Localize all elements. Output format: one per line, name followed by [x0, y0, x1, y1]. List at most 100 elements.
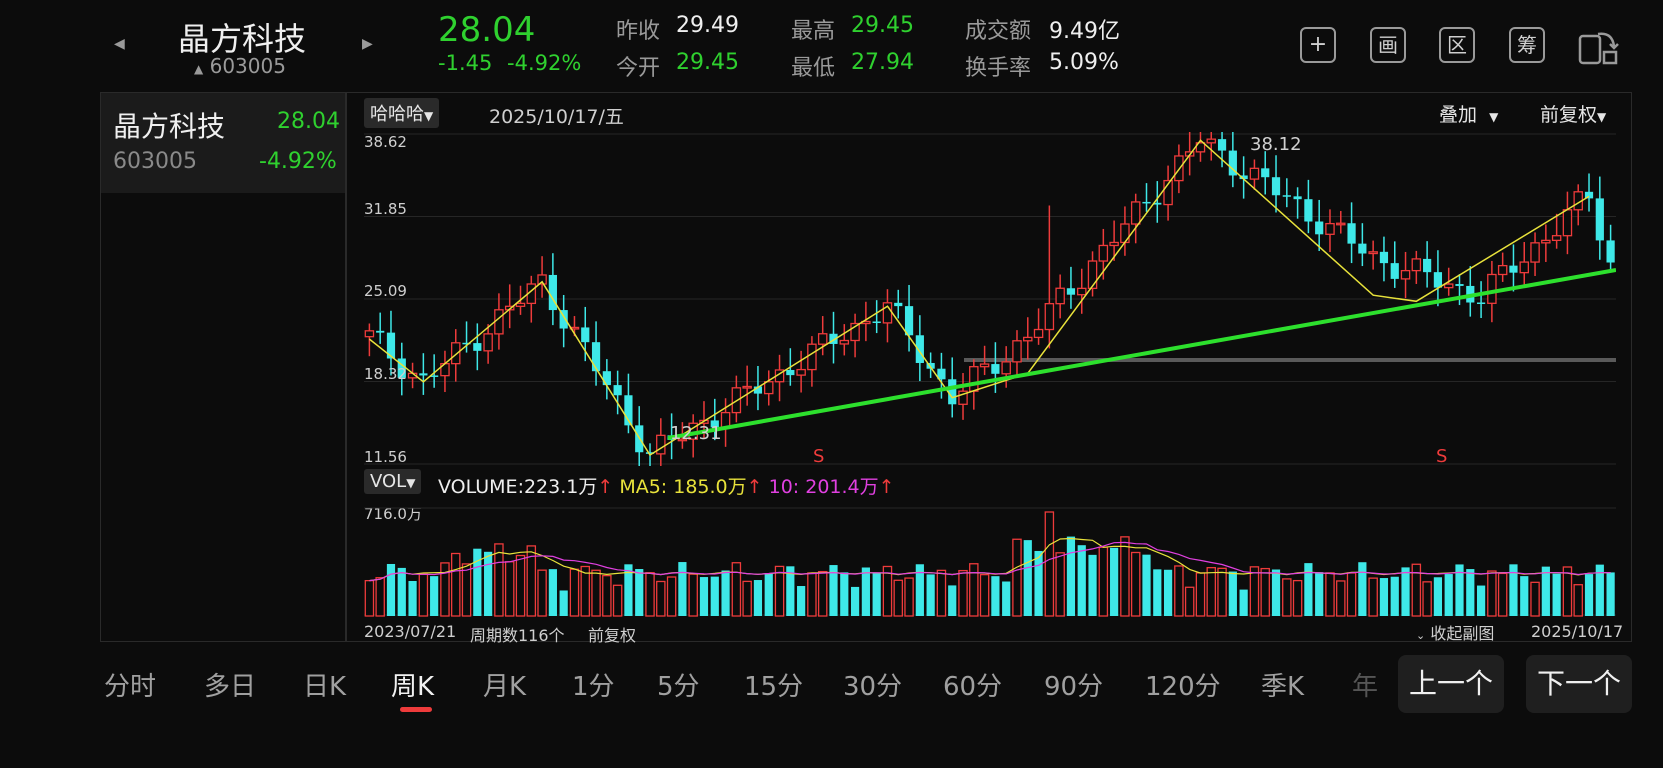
volume-bar — [1110, 547, 1119, 616]
candle-body — [462, 342, 471, 345]
candle-body — [515, 302, 526, 307]
candle-body — [1228, 150, 1237, 176]
volume-bar — [1098, 546, 1109, 617]
volume-bar — [440, 562, 450, 617]
rotate-screen-button[interactable] — [1576, 26, 1620, 66]
tab-5min[interactable]: 5分 — [657, 672, 700, 702]
candle-body — [796, 368, 806, 376]
kline-plot[interactable] — [364, 132, 1616, 466]
tab-1min[interactable]: 1分 — [572, 672, 615, 702]
volume-bar — [850, 586, 860, 616]
candle-body — [1595, 198, 1604, 241]
tab-monthly-k[interactable]: 月K — [483, 672, 527, 702]
add-watchlist-button[interactable]: + — [1300, 27, 1336, 63]
volume-bar — [1206, 567, 1217, 617]
prev-stock-button[interactable]: 上一个 — [1398, 655, 1504, 713]
candle-body — [1098, 244, 1109, 262]
volume-bar — [1120, 536, 1130, 617]
sub-indicator-selector[interactable]: VOL▼ — [364, 469, 422, 494]
candle-body — [1315, 221, 1324, 235]
volume-bar — [915, 564, 924, 616]
candlesticks — [364, 132, 1615, 466]
candle-body — [1487, 273, 1497, 304]
next-stock-arrow-icon[interactable]: ▶ — [362, 36, 373, 52]
candle-body — [364, 330, 375, 338]
volume-bar — [731, 562, 742, 617]
chip-distribution-button[interactable]: 筹 — [1509, 27, 1545, 63]
tab-15min[interactable]: 15分 — [744, 672, 804, 702]
candle-body — [624, 395, 633, 426]
volume-bar — [1002, 581, 1011, 616]
up-arrow-icon: ↑ — [746, 476, 763, 498]
tab-daily-k[interactable]: 日K — [303, 672, 347, 702]
stock-code: ▲ 603005 — [194, 54, 286, 78]
tab-weekly-k[interactable]: 周K — [391, 672, 435, 702]
volume-bar — [797, 586, 806, 616]
collapse-sub-chart-button[interactable]: ⌄ 收起副图 — [1416, 620, 1494, 644]
tab-60min[interactable]: 60分 — [943, 672, 1003, 702]
tab-quarterly-k[interactable]: 季K — [1261, 672, 1305, 702]
rotate-screen-icon — [1578, 32, 1619, 65]
volume-bar — [1239, 589, 1248, 616]
volume-bar — [1368, 577, 1378, 617]
candle-body — [483, 333, 493, 352]
candle-body — [602, 371, 611, 386]
candle-body — [1509, 265, 1518, 273]
candle-body — [742, 385, 752, 389]
tab-yearly-k[interactable]: 年 — [1352, 672, 1379, 702]
candle-body — [1541, 239, 1551, 244]
overlay-selector[interactable]: 叠加 ▼ — [1439, 100, 1498, 127]
tab-120min[interactable]: 120分 — [1145, 672, 1221, 702]
volume-bar — [1552, 573, 1561, 616]
candle-body — [581, 327, 590, 343]
watchlist-item-active[interactable]: 晶方科技 28.04 603005 -4.92% — [101, 93, 345, 193]
volume-bar — [1379, 578, 1389, 616]
candle-body — [591, 342, 601, 372]
volume-bar — [430, 576, 439, 616]
tab-intraday[interactable]: 分时 — [104, 672, 157, 702]
volume-bar — [591, 569, 601, 617]
candle-body — [839, 339, 850, 345]
range-button[interactable]: 区 — [1439, 27, 1475, 63]
price-change: -1.45 — [438, 51, 493, 75]
volume-bar — [1390, 576, 1399, 616]
stock-code-text: 603005 — [209, 54, 286, 78]
tab-90min[interactable]: 90分 — [1044, 672, 1104, 702]
volume-bar — [656, 580, 666, 617]
volume-bar — [515, 554, 526, 617]
next-stock-button[interactable]: 下一个 — [1526, 655, 1632, 713]
adjust-selector[interactable]: 前复权▼ — [1540, 100, 1606, 127]
candle-body — [1304, 199, 1313, 222]
volume-bar — [473, 548, 482, 616]
volume-plot[interactable] — [364, 500, 1616, 618]
indicator-selector[interactable]: 哈哈哈▼ — [364, 98, 440, 128]
ma10-value: 10: 201.4万 — [768, 476, 879, 498]
volume-bar — [1606, 572, 1615, 616]
volume-bar — [786, 566, 795, 616]
volume-bar — [1023, 540, 1032, 616]
volume-bar — [1411, 563, 1422, 617]
candle-body — [786, 369, 795, 376]
volume-bar — [375, 577, 385, 617]
candle-body — [991, 364, 1000, 374]
overlay-selector-label: 叠加 — [1439, 104, 1478, 126]
volume-bar — [926, 574, 935, 616]
tab-30min[interactable]: 30分 — [843, 672, 903, 702]
candle-body — [937, 368, 946, 380]
volume-bar — [1271, 569, 1281, 616]
volume-bar — [829, 565, 838, 616]
tab-multi-day[interactable]: 多日 — [204, 672, 257, 702]
current-price: 28.04 — [438, 10, 536, 50]
open-value: 29.45 — [676, 50, 739, 75]
volume-bar — [1487, 570, 1497, 617]
candle-body — [1033, 328, 1044, 339]
volume-bar — [753, 580, 763, 616]
candle-body — [419, 373, 428, 376]
candle-body — [1455, 284, 1464, 286]
draw-button[interactable]: 画 — [1370, 27, 1406, 63]
volume-readout: VOLUME:223.1万↑ MA5: 185.0万↑ 10: 201.4万↑ — [438, 472, 895, 499]
prev-stock-arrow-icon[interactable]: ◀ — [114, 36, 125, 52]
candle-body — [1358, 243, 1367, 254]
volume-bar — [1055, 552, 1065, 617]
candle-body — [1390, 263, 1399, 279]
